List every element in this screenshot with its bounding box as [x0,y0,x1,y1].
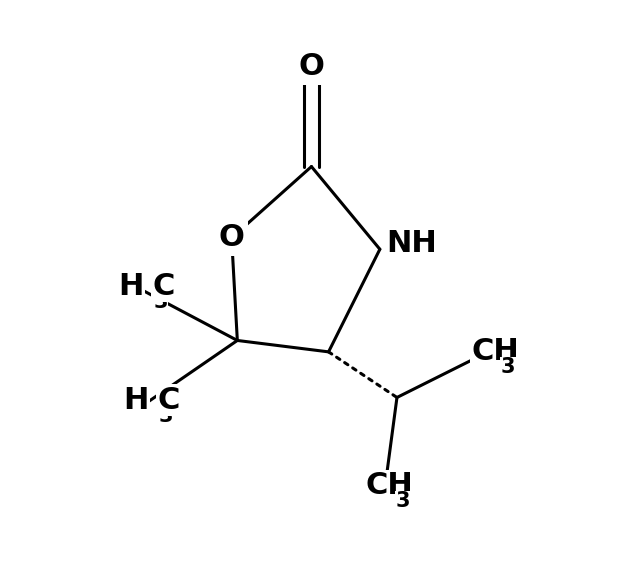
Text: NH: NH [386,229,436,258]
Text: 3: 3 [396,491,410,511]
Text: H: H [124,386,149,415]
Text: CH: CH [365,471,413,500]
Text: O: O [219,223,244,252]
Text: O: O [298,53,324,81]
Text: 3: 3 [153,291,168,312]
Text: C: C [158,386,180,415]
Text: 3: 3 [159,406,173,426]
Text: 3: 3 [501,357,515,377]
Text: CH: CH [471,338,519,366]
Text: C: C [152,272,175,301]
Text: H: H [118,272,143,301]
